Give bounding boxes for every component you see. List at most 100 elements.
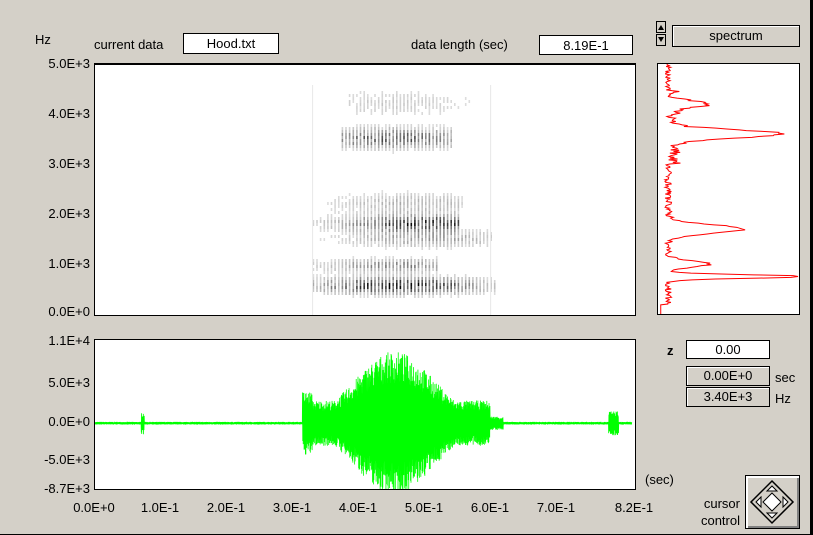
spectrogram-cell <box>370 262 373 265</box>
z-value-field[interactable]: 0.00 <box>686 340 770 359</box>
spectrogram-cell <box>385 235 387 238</box>
spectrogram-cell <box>425 205 427 208</box>
spectrogram-cell <box>472 229 474 232</box>
spectrogram-cell <box>428 148 431 151</box>
spectrogram-cell <box>356 268 358 271</box>
spectrogram-cell <box>493 283 496 286</box>
spectrogram-cell <box>414 133 416 136</box>
spectrogram-cell <box>461 289 463 292</box>
spectrogram-cell <box>421 136 423 139</box>
view-mode-stepper[interactable] <box>656 21 666 47</box>
spectrogram-cell <box>388 280 391 283</box>
spectrogram-cell <box>323 271 326 274</box>
spectrogram-cell <box>403 97 405 100</box>
view-mode-select[interactable]: spectrum <box>672 25 800 47</box>
spectrogram-cell <box>316 220 318 223</box>
spectrogram-cell <box>454 283 456 286</box>
spectrogram-cell <box>450 295 452 298</box>
spectrogram-cell <box>454 220 456 223</box>
spectrogram-plot[interactable] <box>94 63 636 316</box>
spectrogram-cell <box>363 238 365 241</box>
spectrogram-cell <box>417 127 420 130</box>
spectrogram-cell <box>381 127 384 130</box>
spectrogram-cell <box>403 292 405 295</box>
spectrogram-cell <box>385 127 387 130</box>
spectrogram-cell <box>421 232 423 235</box>
spectrogram-cell <box>356 205 358 208</box>
spectrogram-cell <box>316 262 318 265</box>
spectrogram-cell <box>399 232 402 235</box>
spectrogram-cell <box>370 265 373 268</box>
spectrogram-cell <box>403 271 405 274</box>
cursor-control-label-2: control <box>700 513 740 528</box>
spectrogram-cell <box>443 283 445 286</box>
spectrogram-cell <box>359 103 362 106</box>
spectrogram-cell <box>483 289 485 292</box>
spectrogram-cell <box>457 235 460 238</box>
spectrogram-cell <box>377 145 380 148</box>
spectrogram-cell <box>396 265 398 268</box>
down-arrow-icon[interactable] <box>656 34 666 46</box>
current-data-field[interactable]: Hood.txt <box>183 33 279 54</box>
spectrogram-cell <box>414 277 416 280</box>
spectrogram-cell <box>414 109 416 112</box>
spectrogram-cell <box>334 289 336 292</box>
spectrogram-cell <box>406 130 409 133</box>
spectrogram-cell <box>454 205 456 208</box>
spectrogram-cell <box>352 262 355 265</box>
spectrogram-cell <box>348 202 351 205</box>
y-tick-label: 0.0E+0 <box>48 414 90 429</box>
cursor-control-label-1: cursor <box>703 496 740 511</box>
spectrogram-cell <box>396 142 398 145</box>
spectrogram-cell <box>323 280 326 283</box>
spectrogram-cell <box>396 91 398 94</box>
spectrogram-cell <box>414 127 416 130</box>
waveform-plot[interactable] <box>94 339 636 490</box>
spectrogram-cell <box>352 148 355 151</box>
spectrogram-cell <box>363 271 365 274</box>
spectrogram-cell <box>319 226 322 229</box>
spectrogram-cell <box>450 292 452 295</box>
spectrogram-cell <box>425 193 427 196</box>
spectrogram-cell <box>352 220 355 223</box>
spectrogram-cell <box>367 142 369 145</box>
spectrogram-cell <box>410 196 413 199</box>
spectrogram-cell <box>316 289 318 292</box>
spectrogram-cell <box>334 229 336 232</box>
spectrogram-cell <box>367 124 369 127</box>
x-tick-label: 4.0E-1 <box>338 500 378 515</box>
spectrogram-cell <box>472 283 474 286</box>
spectrogram-cell <box>370 235 373 238</box>
spectrogram-cell <box>410 220 413 223</box>
spectrogram-cell <box>425 127 427 130</box>
spectrogram-cell <box>363 97 365 100</box>
spectrogram-cell <box>367 244 369 247</box>
spectrogram-cell <box>443 232 445 235</box>
spectrogram-cell <box>352 94 355 97</box>
spectrogram-cell <box>410 283 413 286</box>
spectrogram-cell <box>388 241 391 244</box>
spectrogram-cell <box>363 289 365 292</box>
spectrogram-cell <box>410 214 413 217</box>
up-arrow-icon[interactable] <box>656 21 666 33</box>
spectrogram-cell <box>359 235 362 238</box>
spectrogram-cell <box>352 223 355 226</box>
spectrogram-cell <box>381 220 384 223</box>
spectrogram-cell <box>425 265 427 268</box>
spectrogram-cell <box>338 277 340 280</box>
spectrogram-cell <box>428 220 431 223</box>
spectrogram-cell <box>486 286 489 289</box>
spectrogram-cell <box>439 274 442 277</box>
spectrogram-cell <box>330 286 333 289</box>
spectrogram-cell <box>425 94 427 97</box>
spectrogram-cell <box>348 232 351 235</box>
cursor-control-pad[interactable] <box>745 475 800 529</box>
spectrogram-cell <box>403 286 405 289</box>
spectrogram-cell <box>417 136 420 139</box>
spectrogram-cell <box>334 283 336 286</box>
spectrogram-cell <box>348 235 351 238</box>
spectrogram-cell <box>403 259 405 262</box>
spectrogram-cell <box>348 292 351 295</box>
spectrogram-cell <box>348 133 351 136</box>
spectrogram-cell <box>381 193 384 196</box>
